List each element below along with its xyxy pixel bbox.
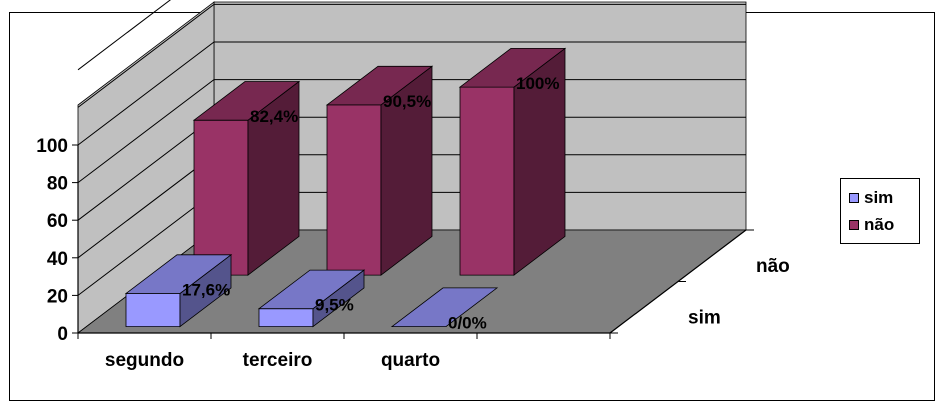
bar-front-sim-segundo [125, 293, 181, 328]
y-tick-label-3: 60 [47, 211, 68, 232]
gridline-6 [77, 0, 171, 71]
data-label-não-2: 100% [516, 74, 559, 93]
gridline-3 [77, 79, 746, 183]
legend-swatch-nao [849, 220, 859, 230]
data-label-sim-0: 17,6% [182, 280, 230, 299]
y-tick-label-2: 40 [47, 249, 68, 270]
bar-top-sim-quarto [390, 287, 499, 328]
gridline-5 [77, 3, 746, 108]
bar-front-sim-terceiro [258, 308, 314, 328]
x-tick-label-2: quarto [381, 350, 440, 371]
legend-label-sim: sim [864, 188, 894, 207]
bar-top-sim-terceiro [257, 269, 366, 310]
bar-top-não-terceiro [325, 65, 434, 106]
y-tick-label-1: 20 [47, 286, 68, 307]
bar-front-não-segundo [193, 119, 249, 276]
data-label-sim-2: 0/0% [448, 314, 487, 333]
data-label-não-0: 82,4% [250, 107, 298, 126]
depth-label-1: não [756, 256, 790, 277]
y-tick-label-5: 100 [36, 136, 68, 157]
bar-top-não-segundo [192, 81, 301, 121]
bar-top-não-quarto [458, 48, 567, 88]
data-label-não-1: 90,5% [383, 92, 431, 111]
y-tick-label-4: 80 [47, 174, 68, 195]
bar-top-sim-segundo [124, 254, 233, 294]
y-tick-label-0: 0 [57, 324, 68, 345]
gridline-4 [77, 41, 746, 146]
legend-label-nao: não [864, 215, 895, 234]
bar-front-não-quarto [459, 86, 515, 276]
data-label-sim-1: 9,5% [315, 296, 354, 315]
legend: sim não [840, 178, 920, 244]
x-tick-label-0: segundo [105, 350, 184, 371]
depth-label-0: sim [688, 307, 721, 328]
bar-front-não-terceiro [326, 104, 382, 276]
x-tick-label-1: terceiro [243, 350, 313, 371]
legend-swatch-sim [849, 193, 859, 203]
